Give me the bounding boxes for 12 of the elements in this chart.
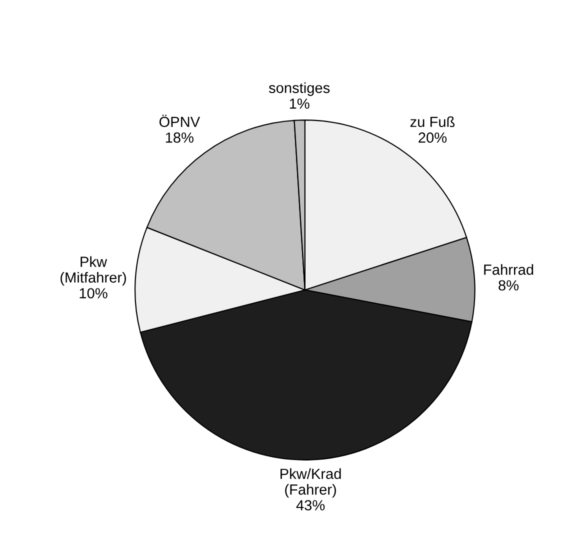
data-label: 10% [80, 288, 108, 298]
data-label: 20% [418, 132, 447, 143]
slice-label: zu Fuß [410, 116, 455, 128]
slice-label: Pkw (Mitfahrer) [60, 256, 126, 286]
slice-label: ÖPNV [159, 114, 200, 128]
slice-label: Pkw/Krad (Fahrer) [280, 468, 341, 498]
slice-label: Fahrrad [484, 264, 534, 275]
data-label: 43% [296, 500, 325, 510]
data-label: 18% [166, 132, 194, 143]
slice-label: sonstiges [268, 82, 330, 96]
data-label: 1% [290, 98, 310, 109]
data-label: 8% [498, 280, 519, 291]
